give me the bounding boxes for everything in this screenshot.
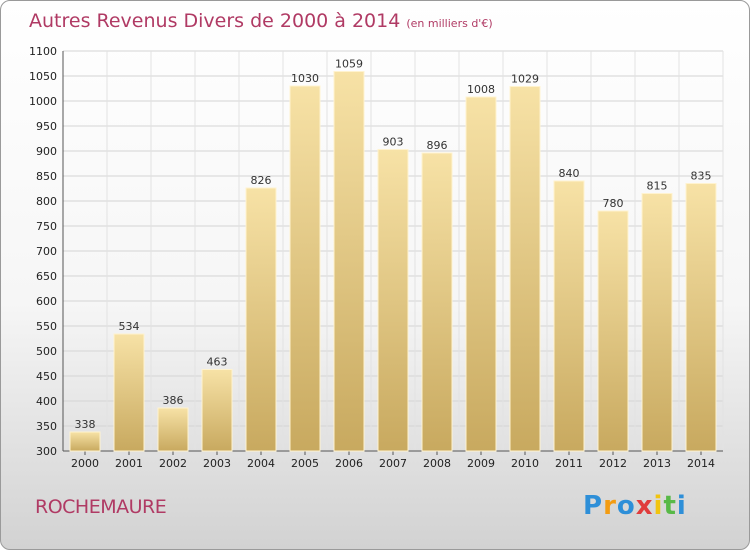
bar-2000: [69, 431, 101, 452]
brand-logo-letter: i: [653, 491, 664, 521]
y-tick-label: 800: [36, 195, 57, 208]
x-tick-label: 2005: [291, 457, 319, 470]
x-tick-label: 2001: [115, 457, 143, 470]
bar-2012: [597, 210, 629, 452]
x-tick-label: 2013: [643, 457, 671, 470]
bar-2005: [289, 85, 321, 452]
x-tick-label: 2010: [511, 457, 539, 470]
bar-2010: [509, 86, 541, 452]
data-label: 826: [251, 174, 272, 187]
y-tick-label: 350: [36, 420, 57, 433]
x-tick-labels: 2000 2001 2002 2003 2004 2005 2006 2007 2008 2009…: [71, 457, 715, 470]
bar-2009: [465, 96, 497, 452]
data-label: 534: [119, 320, 140, 333]
y-tick-label: 600: [36, 295, 57, 308]
data-label: 815: [647, 180, 668, 193]
x-tick-label: 2011: [555, 457, 583, 470]
bar-2002: [157, 407, 189, 452]
brand-logo: Proxiti: [583, 491, 687, 521]
y-tick-label: 750: [36, 220, 57, 233]
y-tick-label: 950: [36, 120, 57, 133]
y-tick-label: 1100: [29, 45, 57, 58]
brand-logo-letter: r: [603, 491, 617, 521]
y-tick-label: 450: [36, 370, 57, 383]
data-label: 835: [691, 170, 712, 183]
bar-2001: [113, 333, 145, 452]
data-label: 780: [603, 197, 624, 210]
x-tick-label: 2012: [599, 457, 627, 470]
data-label: 338: [75, 418, 96, 431]
data-label: 1030: [291, 72, 319, 85]
brand-logo-letter: P: [583, 491, 604, 521]
y-tick-label: 300: [36, 445, 57, 458]
brand-logo-letter: o: [616, 491, 636, 521]
data-label: 1059: [335, 58, 363, 71]
x-tick-label: 2002: [159, 457, 187, 470]
bar-2008: [421, 152, 453, 452]
data-label: 1029: [511, 73, 539, 86]
x-tick-label: 2009: [467, 457, 495, 470]
y-tick-label: 550: [36, 320, 57, 333]
y-tick-label: 1000: [29, 95, 57, 108]
x-tick-label: 2008: [423, 457, 451, 470]
bar-2003: [201, 369, 233, 452]
brand-logo-letter: i: [676, 491, 687, 521]
data-label: 1008: [467, 83, 495, 96]
location-label: ROCHEMAURE: [35, 496, 167, 518]
data-label: 840: [559, 167, 580, 180]
bars: [69, 71, 717, 452]
y-tick-label: 700: [36, 245, 57, 258]
brand-logo-letter: x: [635, 491, 654, 521]
bar-2006: [333, 71, 365, 452]
data-label: 896: [427, 139, 448, 152]
brand-logo-letter: t: [663, 491, 677, 521]
y-tick-labels: 300 350 400 450 500 550 600 650 700 750 800 850 900 9…: [29, 45, 57, 458]
chart-title: Autres Revenus Divers de 2000 à 2014 (en …: [29, 10, 493, 32]
chart-subtitle: (en milliers d'€): [406, 17, 493, 30]
bar-2011: [553, 180, 585, 452]
y-tick-label: 400: [36, 395, 57, 408]
data-label: 463: [207, 356, 228, 369]
x-tick-label: 2014: [687, 457, 715, 470]
bar-2014: [685, 183, 717, 452]
y-tick-label: 850: [36, 170, 57, 183]
bar-2004: [245, 187, 277, 452]
x-tick-label: 2007: [379, 457, 407, 470]
data-label: 386: [163, 394, 184, 407]
x-tick-label: 2003: [203, 457, 231, 470]
y-tick-label: 1050: [29, 70, 57, 83]
bar-2013: [641, 193, 673, 452]
chart-title-text: Autres Revenus Divers de 2000 à 2014: [29, 10, 401, 32]
y-tick-label: 900: [36, 145, 57, 158]
data-label: 903: [383, 136, 404, 149]
x-tick-label: 2004: [247, 457, 275, 470]
x-tick-label: 2006: [335, 457, 363, 470]
x-tick-label: 2000: [71, 457, 99, 470]
data-labels: 338 534 386 463 826 1030 1059 903 896 1008 1029 840…: [75, 58, 712, 432]
y-tick-label: 500: [36, 345, 57, 358]
y-tick-label: 650: [36, 270, 57, 283]
bar-2007: [377, 149, 409, 452]
